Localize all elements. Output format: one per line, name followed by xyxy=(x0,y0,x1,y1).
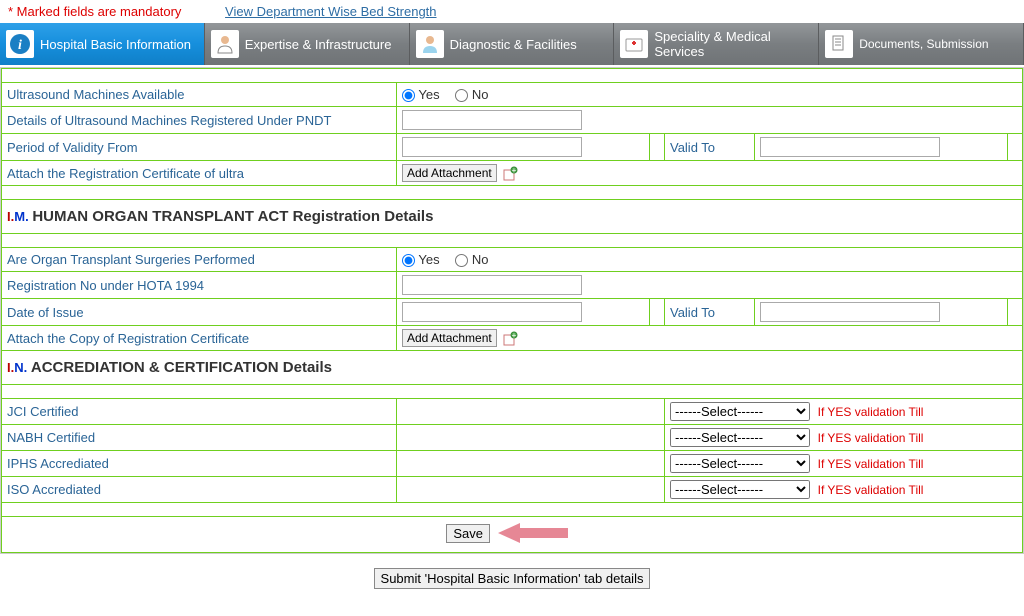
add-attachment-button[interactable]: Add Attachment xyxy=(402,164,497,182)
tab-documents[interactable]: Documents, Submission xyxy=(819,23,1024,65)
mandatory-note: * Marked fields are mandatory xyxy=(8,4,181,19)
valid-to-label: Valid To xyxy=(664,134,754,161)
nabh-label: NABH Certified xyxy=(2,425,397,451)
pndt-details-label: Details of Ultrasound Machines Registere… xyxy=(2,107,397,134)
ultrasound-no-radio[interactable] xyxy=(455,89,468,102)
doctor-icon xyxy=(211,30,239,58)
pndt-details-input[interactable] xyxy=(402,110,582,130)
organ-yes-radio[interactable] xyxy=(402,254,415,267)
validation-text: If YES validation Till xyxy=(818,457,924,471)
svg-text:+: + xyxy=(512,166,517,175)
hota-add-attachment-button[interactable]: Add Attachment xyxy=(402,329,497,347)
document-icon xyxy=(825,30,853,58)
jci-select[interactable]: ------Select------ xyxy=(670,402,810,421)
nabh-select[interactable]: ------Select------ xyxy=(670,428,810,447)
tab-speciality[interactable]: Speciality & Medical Services xyxy=(614,23,819,65)
valid-to-input[interactable] xyxy=(760,137,940,157)
hota-section-title: HUMAN ORGAN TRANSPLANT ACT Registration … xyxy=(32,208,433,225)
submit-tab-button[interactable]: Submit 'Hospital Basic Information' tab … xyxy=(374,568,651,589)
organ-no-label[interactable]: No xyxy=(455,252,488,267)
tab-label: Expertise & Infrastructure xyxy=(245,37,392,52)
organ-yes-label[interactable]: Yes xyxy=(402,252,440,267)
hota-date-input[interactable] xyxy=(402,302,582,322)
tab-diagnostic[interactable]: Diagnostic & Facilities xyxy=(410,23,615,65)
arrow-annotation-icon xyxy=(498,521,578,548)
hota-valid-to-input[interactable] xyxy=(760,302,940,322)
tab-label: Speciality & Medical Services xyxy=(654,29,812,59)
info-icon: i xyxy=(6,30,34,58)
hota-date-label: Date of Issue xyxy=(2,299,397,326)
hota-valid-to-label: Valid To xyxy=(664,299,754,326)
tab-label: Documents, Submission xyxy=(859,37,988,51)
iphs-label: IPHS Accrediated xyxy=(2,451,397,477)
save-button[interactable]: Save xyxy=(446,524,490,543)
validity-from-input[interactable] xyxy=(402,137,582,157)
hota-regno-label: Registration No under HOTA 1994 xyxy=(2,272,397,299)
iphs-select[interactable]: ------Select------ xyxy=(670,454,810,473)
section-prefix: I.M. xyxy=(7,209,29,224)
ultrasound-available-label: Ultrasound Machines Available xyxy=(2,83,397,107)
tab-label: Hospital Basic Information xyxy=(40,37,191,52)
ultrasound-yes-radio[interactable] xyxy=(402,89,415,102)
svg-text:i: i xyxy=(18,38,22,53)
tab-expertise[interactable]: Expertise & Infrastructure xyxy=(205,23,410,65)
validation-text: If YES validation Till xyxy=(818,483,924,497)
ultrasound-yes-label[interactable]: Yes xyxy=(402,87,440,102)
accred-section-title: ACCREDIATION & CERTIFICATION Details xyxy=(31,359,332,376)
attach-cert-label: Attach the Registration Certificate of u… xyxy=(2,161,397,186)
hota-regno-input[interactable] xyxy=(402,275,582,295)
ultrasound-no-label[interactable]: No xyxy=(455,87,488,102)
iso-select[interactable]: ------Select------ xyxy=(670,480,810,499)
jci-label: JCI Certified xyxy=(2,399,397,425)
tab-label: Diagnostic & Facilities xyxy=(450,37,577,52)
medical-kit-icon xyxy=(620,30,648,58)
validity-from-label: Period of Validity From xyxy=(2,134,397,161)
tab-hospital-basic[interactable]: i Hospital Basic Information xyxy=(0,23,205,65)
view-bed-strength-link[interactable]: View Department Wise Bed Strength xyxy=(225,4,436,19)
organ-performed-label: Are Organ Transplant Surgeries Performed xyxy=(2,248,397,272)
validation-text: If YES validation Till xyxy=(818,405,924,419)
organ-no-radio[interactable] xyxy=(455,254,468,267)
attach-icon[interactable]: + xyxy=(502,331,518,347)
nurse-icon xyxy=(416,30,444,58)
validation-text: If YES validation Till xyxy=(818,431,924,445)
attach-icon[interactable]: + xyxy=(502,166,518,182)
svg-text:+: + xyxy=(512,331,517,340)
iso-label: ISO Accrediated xyxy=(2,477,397,503)
tab-bar: i Hospital Basic Information Expertise &… xyxy=(0,23,1024,65)
hota-attach-label: Attach the Copy of Registration Certific… xyxy=(2,326,397,351)
section-prefix: I.N. xyxy=(7,360,27,375)
